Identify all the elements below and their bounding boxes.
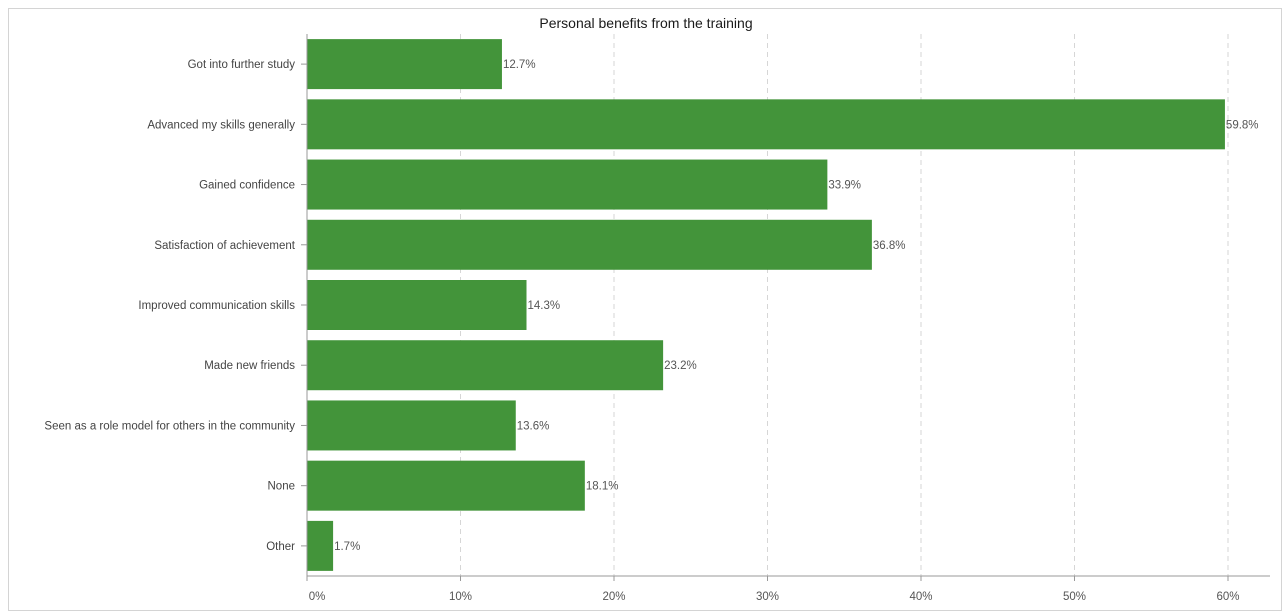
value-label-8: 1.7% xyxy=(334,541,360,553)
value-label-7: 18.1% xyxy=(586,481,619,493)
category-label-6: Seen as a role model for others in the c… xyxy=(44,420,295,432)
axes: 0% 10% 20% 30% 40% 50% 60% xyxy=(301,34,1270,603)
category-label-8: Other xyxy=(266,541,295,553)
category-label-7: None xyxy=(268,481,296,493)
bar-4 xyxy=(307,280,527,330)
x-tick-label-30: 30% xyxy=(756,591,779,603)
bars xyxy=(307,39,1225,571)
category-label-0: Got into further study xyxy=(188,59,296,71)
x-tick-label-0: 0% xyxy=(309,591,326,603)
x-tick-label-10: 10% xyxy=(449,591,472,603)
bar-0 xyxy=(307,39,502,90)
chart-title: Personal benefits from the training xyxy=(539,15,753,31)
bar-2 xyxy=(307,159,828,210)
value-label-4: 14.3% xyxy=(528,300,561,312)
x-tick-label-60: 60% xyxy=(1216,591,1239,603)
x-tick-label-50: 50% xyxy=(1063,591,1086,603)
bar-1 xyxy=(307,99,1225,150)
value-label-3: 36.8% xyxy=(873,240,906,252)
category-label-2: Gained confidence xyxy=(199,180,295,192)
bar-6 xyxy=(307,400,516,451)
bar-7 xyxy=(307,460,585,511)
value-label-6: 13.6% xyxy=(517,420,550,432)
category-label-5: Made new friends xyxy=(204,360,295,372)
bar-8 xyxy=(307,520,334,571)
category-label-1: Advanced my skills generally xyxy=(147,119,295,131)
labels: Got into further study 12.7% Advanced my s… xyxy=(44,59,1258,553)
x-tick-label-40: 40% xyxy=(909,591,932,603)
category-label-3: Satisfaction of achievement xyxy=(154,240,295,252)
value-label-1: 59.8% xyxy=(1226,119,1259,131)
value-label-0: 12.7% xyxy=(503,59,536,71)
value-label-5: 23.2% xyxy=(664,360,697,372)
x-tick-label-20: 20% xyxy=(602,591,625,603)
bar-3 xyxy=(307,219,872,270)
value-label-2: 33.9% xyxy=(828,180,861,192)
category-label-4: Improved communication skills xyxy=(138,300,295,312)
bar-5 xyxy=(307,340,664,391)
